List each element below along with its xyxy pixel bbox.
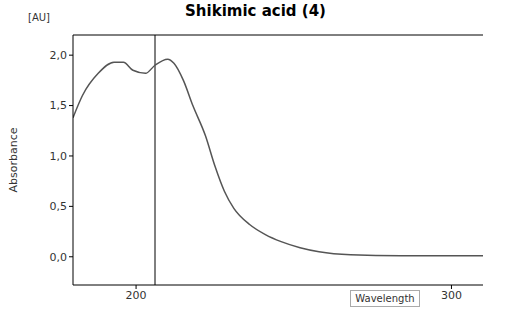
svg-text:200: 200 xyxy=(126,289,147,302)
html-text:[AU]: [AU] xyxy=(28,12,50,23)
svg-text:300: 300 xyxy=(441,289,462,302)
svg-text:0,5: 0,5 xyxy=(50,200,68,213)
svg-text:2,0: 2,0 xyxy=(50,49,68,62)
svg-text:1,0: 1,0 xyxy=(50,150,68,163)
html-text:Shikimic acid (4): Shikimic acid (4) xyxy=(185,2,326,20)
svg-text:1,5: 1,5 xyxy=(50,99,68,112)
html-text:Wavelength: Wavelength xyxy=(355,293,415,304)
svg-text:0,0: 0,0 xyxy=(50,251,68,264)
html-text:Absorbance: Absorbance xyxy=(6,127,20,193)
